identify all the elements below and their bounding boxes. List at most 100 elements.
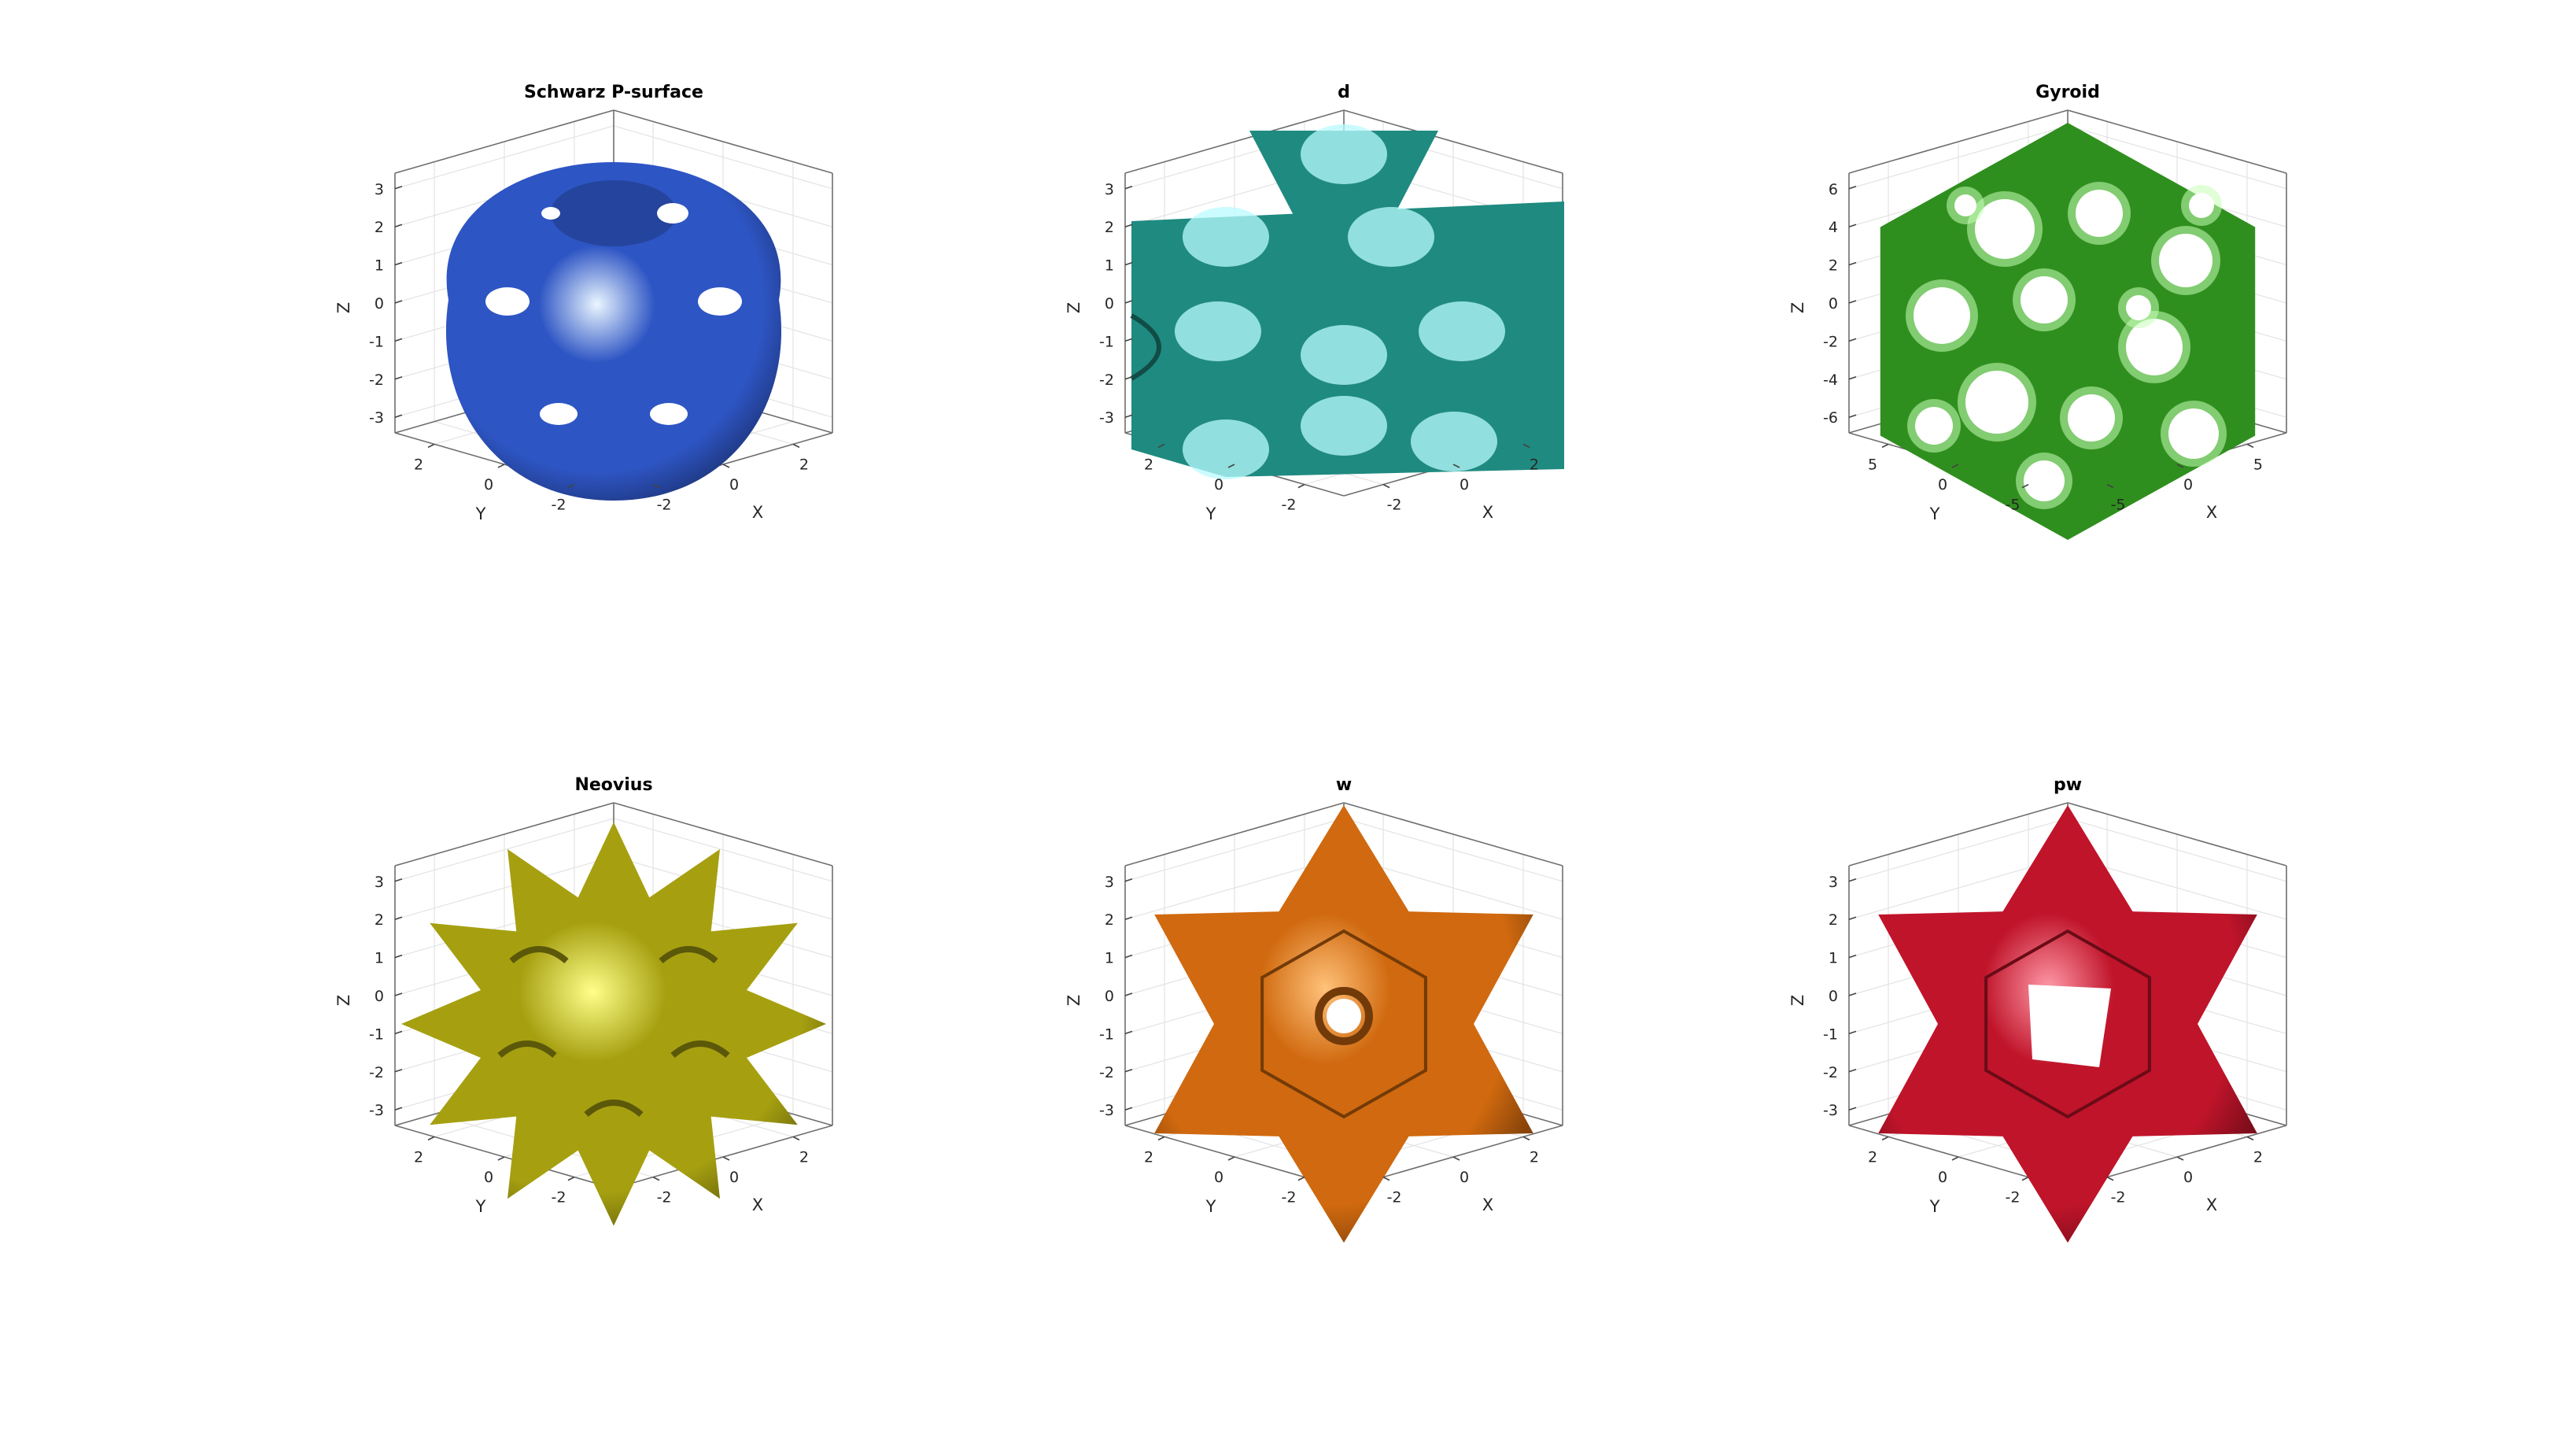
z-tick-label: -3: [1099, 1102, 1114, 1119]
z-tick: [1848, 992, 1857, 996]
y-tick-label: 0: [484, 476, 493, 493]
z-tick: [1124, 338, 1133, 342]
box-edge: [1343, 802, 1563, 867]
chart-title: pw: [2054, 775, 2082, 795]
y-tick-label: -5: [2005, 497, 2020, 514]
surface-hole: [2028, 985, 2111, 1067]
y-axis: 2 0 -2 Y: [414, 443, 575, 523]
z-tick: [1124, 186, 1133, 190]
box-edge: [1343, 109, 1563, 174]
surface: [1880, 123, 2256, 540]
z-axis: 3 2 1 0 -1 -2 -3 Z: [1788, 874, 1857, 1119]
box-edge: [1848, 802, 2069, 867]
panel-gyroid: Gyroid 6 4 2 0 -2 -4 -6 Z 5 0 -5 Y -5 0 5 X: [1788, 83, 2287, 540]
surface-lobe: [1183, 419, 1269, 479]
surface-hole: [1327, 999, 1361, 1033]
z-axis: 3 2 1 0 -1 -2 -3 Z: [1065, 874, 1133, 1119]
x-tick-label: -2: [1387, 1189, 1402, 1207]
y-tick-label: 2: [1868, 1148, 1877, 1166]
surface: [401, 822, 826, 1226]
z-tick: [1124, 954, 1133, 959]
surface-hole: [540, 403, 578, 425]
x-tick-label: 0: [729, 1169, 739, 1186]
x-axis: -2 0 2 X: [652, 443, 809, 522]
z-tick: [394, 338, 403, 342]
x-tick-label: -2: [657, 497, 672, 514]
surface-fold: [497, 1040, 557, 1059]
surface: [1130, 124, 1564, 479]
y-tick: [497, 1156, 505, 1161]
surface-hole: [2168, 408, 2219, 459]
z-tick: [1848, 1107, 1857, 1111]
y-tick-label: 0: [1938, 1169, 1947, 1186]
y-axis: 2 0 -2 Y: [414, 1136, 575, 1216]
x-tick-label: 5: [2253, 456, 2263, 473]
z-tick: [1848, 916, 1857, 920]
y-tick: [2021, 1176, 2029, 1181]
box-edge: [2067, 802, 2287, 867]
z-tick-label: -1: [1823, 1026, 1838, 1043]
y-tick: [1297, 483, 1305, 489]
z-tick: [1124, 878, 1133, 882]
surface-fold: [659, 946, 718, 964]
z-tick-label: 3: [1829, 874, 1838, 891]
surface-edge: [1130, 313, 1161, 381]
x-tick: [2246, 443, 2254, 449]
surface-hole: [2021, 276, 2068, 323]
panels: Schwarz P-surface 3 2 1 0 -1 -2 -3 Z 2 0 -2 Y -2 0 2 Xd 3…: [334, 83, 2287, 1243]
z-tick-label: -1: [1099, 1026, 1114, 1043]
surface-hole: [1954, 194, 1976, 216]
x-tick: [1522, 1136, 1530, 1141]
z-tick-label: 1: [1105, 257, 1114, 275]
surface-hole: [541, 207, 560, 220]
z-tick-label: -2: [1099, 1064, 1114, 1081]
x-axis-label: X: [752, 1196, 763, 1214]
y-tick: [497, 464, 505, 468]
y-tick-label: 0: [1938, 476, 1947, 493]
z-tick: [394, 1107, 403, 1111]
z-axis-label: Z: [334, 302, 353, 313]
y-axis: 5 0 -5 Y: [1868, 443, 2029, 523]
z-tick-label: -6: [1823, 409, 1838, 427]
y-tick-label: -2: [1281, 497, 1296, 514]
x-tick-label: 2: [1530, 1148, 1539, 1166]
z-tick: [1124, 1069, 1133, 1073]
x-tick-label: 2: [799, 456, 809, 473]
y-axis-label: Y: [1205, 504, 1216, 523]
x-tick-label: -2: [1387, 497, 1402, 514]
z-tick-label: 3: [1105, 181, 1114, 198]
surface-hole: [1915, 407, 1953, 445]
x-axis: -5 0 5 X: [2106, 443, 2263, 522]
surface: [1154, 805, 1533, 1243]
x-axis-label: X: [1482, 1196, 1493, 1214]
z-tick: [394, 414, 403, 418]
z-tick: [1124, 300, 1133, 304]
y-axis-label: Y: [475, 504, 486, 523]
x-tick-label: 0: [1460, 1169, 1469, 1186]
z-tick-label: -3: [1099, 409, 1114, 427]
surface-hole: [2024, 460, 2065, 501]
x-axis-label: X: [752, 503, 763, 522]
x-tick-label: -2: [2111, 1189, 2126, 1207]
z-tick: [1848, 261, 1857, 266]
z-tick-label: 1: [1829, 950, 1838, 967]
z-tick-label: 0: [1105, 295, 1114, 312]
y-tick: [1951, 464, 1959, 468]
y-tick-label: 2: [414, 1148, 423, 1166]
x-tick: [652, 483, 660, 489]
surface-hole: [650, 403, 688, 425]
chart-title: w: [1336, 775, 1352, 795]
z-tick: [1124, 1030, 1133, 1035]
surface-hole: [1914, 287, 1970, 344]
x-tick: [1452, 1156, 1460, 1161]
x-tick-label: 2: [1530, 456, 1539, 473]
panel-schwarz-p-surface: Schwarz P-surface 3 2 1 0 -1 -2 -3 Z 2 0 -2 Y -2 0 2 X: [334, 83, 833, 523]
z-tick-label: 2: [375, 911, 384, 929]
z-tick-label: -1: [369, 1026, 384, 1043]
z-tick-label: -2: [369, 1064, 384, 1081]
x-axis: -2 0 2 X: [1382, 1136, 1539, 1214]
surface-hole: [1975, 199, 2035, 259]
x-tick: [2246, 1136, 2254, 1141]
y-axis-label: Y: [1929, 1197, 1940, 1216]
